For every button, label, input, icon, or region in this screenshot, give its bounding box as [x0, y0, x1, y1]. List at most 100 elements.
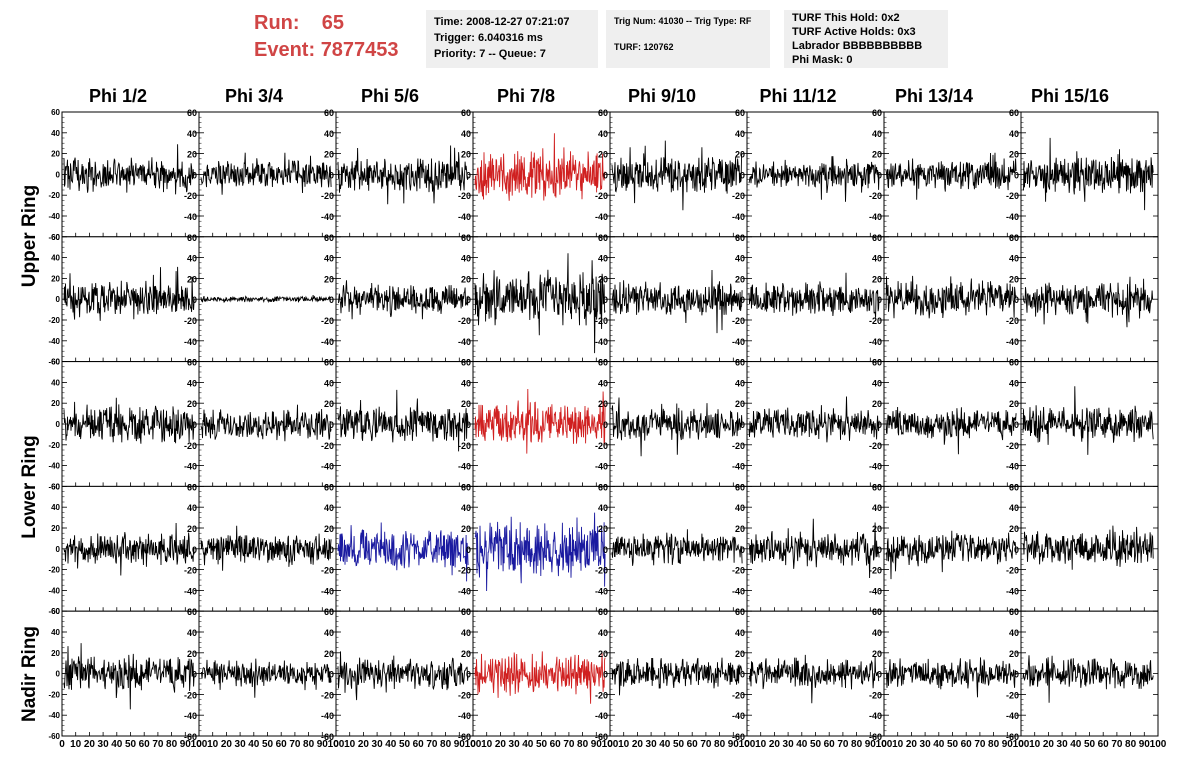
- y-tick-label: 20: [1009, 399, 1019, 409]
- x-tick-label: 60: [413, 739, 425, 750]
- y-tick-label: 60: [324, 482, 334, 492]
- trigger-line: Trigger: 6.040316 ms: [434, 32, 543, 44]
- y-tick-label: 60: [324, 607, 334, 617]
- y-tick-label: 20: [324, 274, 334, 284]
- waveform-trace: [474, 253, 606, 354]
- y-tick-label: -60: [1006, 732, 1019, 742]
- x-tick-label: 100: [739, 739, 756, 750]
- y-tick-label: 20: [461, 399, 471, 409]
- trig-num-line: Trig Num: 41030 -- Trig Type: RF: [614, 16, 752, 26]
- y-tick-label: -20: [184, 441, 197, 451]
- y-tick-label: -60: [732, 732, 745, 742]
- y-tick-label: -40: [869, 212, 882, 222]
- y-tick-label: -20: [869, 690, 882, 700]
- y-tick-label: 60: [735, 233, 745, 243]
- y-tick-label: 0: [56, 545, 61, 554]
- y-tick-label: 0: [329, 170, 334, 180]
- y-tick-label: 60: [598, 607, 608, 617]
- y-tick-label: -40: [732, 212, 745, 222]
- y-tick-label: -40: [48, 212, 60, 221]
- y-tick-label: -60: [48, 233, 60, 242]
- x-tick-label: 0: [333, 739, 339, 750]
- y-tick-label: 60: [872, 607, 882, 617]
- y-tick-label: -40: [321, 586, 334, 596]
- y-tick-label: 20: [872, 150, 882, 160]
- x-tick-label: 10: [481, 739, 493, 750]
- x-tick-label: 60: [550, 739, 562, 750]
- y-tick-label: 20: [872, 399, 882, 409]
- y-tick-label: 20: [51, 274, 60, 283]
- y-tick-label: 40: [735, 129, 745, 139]
- x-tick-label: 60: [687, 739, 699, 750]
- y-tick-label: -20: [1006, 566, 1019, 576]
- time-info-box: Time: 2008-12-27 07:21:07 Trigger: 6.040…: [426, 10, 598, 68]
- y-tick-label: 20: [461, 524, 471, 534]
- waveform-trace: [337, 280, 469, 320]
- y-tick-label: 40: [324, 129, 334, 139]
- y-tick-label: 40: [187, 378, 197, 388]
- y-tick-label: -20: [595, 441, 608, 451]
- time-line: Time: 2008-12-27 07:21:07: [434, 16, 570, 28]
- waveform-trace: [748, 156, 880, 202]
- y-tick-label: 0: [192, 295, 197, 305]
- y-tick-label: 40: [598, 378, 608, 388]
- x-tick-label: 40: [796, 739, 808, 750]
- x-tick-label: 40: [248, 739, 260, 750]
- y-tick-label: 20: [598, 649, 608, 659]
- y-tick-label: 20: [187, 150, 197, 160]
- x-tick-label: 80: [577, 739, 589, 750]
- waveform-trace: [611, 397, 743, 457]
- y-tick-label: 0: [740, 295, 745, 305]
- y-tick-label: -40: [184, 212, 197, 222]
- col-head-1: Phi 1/2: [88, 86, 148, 106]
- waveform-trace: [1022, 386, 1154, 455]
- y-tick-label: 20: [324, 649, 334, 659]
- x-tick-label: 50: [1084, 739, 1096, 750]
- y-tick-label: -20: [458, 191, 471, 201]
- waveform-trace: [337, 389, 469, 452]
- x-tick-label: 0: [607, 739, 613, 750]
- y-tick-label: 0: [877, 295, 882, 305]
- y-tick-label: 40: [598, 628, 608, 638]
- y-tick-label: -40: [595, 337, 608, 347]
- y-tick-label: -20: [595, 566, 608, 576]
- y-tick-label: 40: [1009, 254, 1019, 264]
- waveform-trace: [885, 152, 1017, 200]
- y-tick-label: -40: [732, 711, 745, 721]
- waveform-trace: [474, 133, 606, 201]
- y-tick-label: -40: [869, 586, 882, 596]
- x-tick-label: 70: [1111, 739, 1123, 750]
- waveform-trace: [63, 522, 195, 576]
- x-tick-label: 90: [728, 739, 740, 750]
- x-tick-label: 90: [317, 739, 329, 750]
- x-tick-label: 0: [196, 739, 202, 750]
- y-tick-label: 0: [877, 670, 882, 680]
- y-tick-label: 40: [872, 503, 882, 513]
- x-tick-label: 20: [906, 739, 918, 750]
- y-tick-label: 60: [461, 358, 471, 368]
- y-tick-label: 0: [329, 545, 334, 555]
- y-tick-label: 0: [192, 170, 197, 180]
- y-tick-label: 20: [598, 274, 608, 284]
- y-tick-label: 60: [872, 482, 882, 492]
- y-tick-label: -40: [1006, 711, 1019, 721]
- y-tick-label: -40: [321, 711, 334, 721]
- run-number: Run: 65: [254, 12, 345, 34]
- y-tick-label: -40: [321, 212, 334, 222]
- y-tick-label: 60: [1009, 358, 1019, 368]
- y-tick-label: 40: [324, 378, 334, 388]
- x-tick-label: 0: [1018, 739, 1024, 750]
- y-tick-label: 60: [598, 482, 608, 492]
- x-tick-label: 90: [180, 739, 192, 750]
